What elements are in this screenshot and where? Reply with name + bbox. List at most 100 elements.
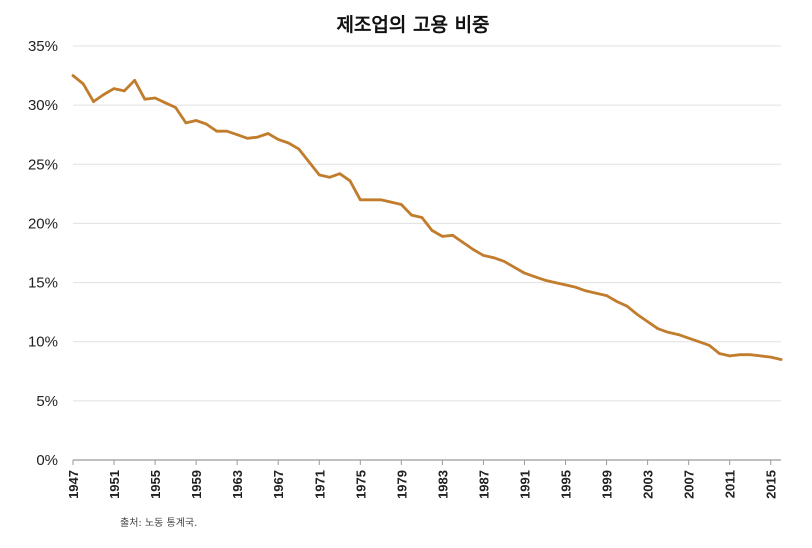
x-tick-label: 1959 xyxy=(189,470,204,499)
data-point-1996 xyxy=(574,286,578,289)
data-point-1952 xyxy=(123,89,126,93)
data-point-1968 xyxy=(287,141,290,145)
x-tick-label: 1983 xyxy=(435,470,450,499)
data-point-1986 xyxy=(471,248,475,251)
data-point-1965 xyxy=(256,135,260,139)
data-point-2003 xyxy=(646,320,649,323)
data-point-1947 xyxy=(71,74,75,77)
series-line-manufacturing-share xyxy=(71,74,783,361)
y-tick-label: 10% xyxy=(28,334,58,351)
data-point-1988 xyxy=(492,256,496,260)
x-tick-label: 1987 xyxy=(476,470,491,499)
x-tick-label: 1999 xyxy=(600,470,615,499)
data-point-1961 xyxy=(215,129,218,133)
data-point-1955 xyxy=(153,96,157,100)
gridlines xyxy=(73,45,781,402)
data-point-2009 xyxy=(707,344,711,347)
data-point-1973 xyxy=(338,172,342,175)
data-point-1966 xyxy=(266,132,270,135)
data-point-2007 xyxy=(687,336,690,340)
data-point-2013 xyxy=(748,353,752,357)
x-tick-label: 1963 xyxy=(230,470,245,499)
data-point-1994 xyxy=(554,281,557,284)
data-point-2001 xyxy=(625,304,629,308)
data-point-1974 xyxy=(348,179,352,183)
data-point-1993 xyxy=(543,278,547,282)
data-point-1984 xyxy=(451,234,455,237)
data-point-1978 xyxy=(389,200,393,204)
x-tick-label: 1979 xyxy=(394,470,409,499)
data-point-2000 xyxy=(615,300,619,303)
data-point-1982 xyxy=(430,229,434,232)
y-tick-label: 15% xyxy=(28,275,58,292)
x-tick-label: 1995 xyxy=(559,470,574,499)
data-point-1963 xyxy=(235,133,239,136)
data-point-1981 xyxy=(420,216,424,219)
x-tick-label: 1971 xyxy=(312,470,327,499)
data-point-1995 xyxy=(564,283,567,287)
data-point-1975 xyxy=(359,198,362,202)
x-axis-tick-labels: 1947 1951 1955 1959 1963 1967 1971 1975 1979 1983… xyxy=(66,470,779,499)
data-point-1979 xyxy=(400,203,403,206)
data-point-1951 xyxy=(112,87,116,90)
y-tick-label: 20% xyxy=(28,215,58,232)
data-point-2016 xyxy=(779,358,783,361)
data-point-1990 xyxy=(512,265,516,269)
data-point-1957 xyxy=(174,106,177,109)
data-point-2012 xyxy=(738,353,742,357)
x-tick-label: 1947 xyxy=(66,470,81,499)
data-point-1954 xyxy=(143,97,147,101)
data-point-2002 xyxy=(636,313,639,316)
data-point-1985 xyxy=(461,241,465,244)
source-note: 출처: 노동 통계국. xyxy=(120,517,197,529)
x-tick-label: 2015 xyxy=(764,470,779,499)
data-point-1960 xyxy=(205,122,208,126)
x-tick-label: 1991 xyxy=(517,470,532,499)
data-point-1992 xyxy=(533,275,536,279)
y-tick-label: 25% xyxy=(28,156,58,173)
data-point-1977 xyxy=(379,198,383,202)
y-axis-tick-labels: 0% 5% 10% 15% 20% 25% 30% 35% xyxy=(28,38,58,469)
data-point-1972 xyxy=(328,176,331,179)
x-tick-label: 2011 xyxy=(723,470,738,498)
data-point-1959 xyxy=(194,119,198,122)
data-point-1964 xyxy=(246,137,249,140)
data-point-1998 xyxy=(595,291,598,295)
data-point-2015 xyxy=(769,355,772,359)
x-tick-label: 1975 xyxy=(353,470,368,499)
data-point-1991 xyxy=(523,271,526,275)
data-point-1948 xyxy=(82,82,85,86)
x-tick-label: 1967 xyxy=(271,470,286,499)
data-point-1956 xyxy=(164,101,167,105)
data-point-1967 xyxy=(276,138,280,141)
data-point-1958 xyxy=(184,121,188,125)
data-point-1999 xyxy=(605,294,608,297)
y-tick-label: 0% xyxy=(36,452,58,469)
y-tick-label: 30% xyxy=(28,97,58,114)
data-point-2014 xyxy=(759,354,762,358)
data-point-1997 xyxy=(584,289,588,293)
data-point-2011 xyxy=(728,354,731,358)
y-tick-label: 35% xyxy=(28,38,58,55)
data-point-2010 xyxy=(718,352,721,355)
data-point-1983 xyxy=(441,235,444,238)
data-point-1949 xyxy=(92,100,95,103)
x-tick-label: 1951 xyxy=(107,470,122,499)
y-tick-label: 5% xyxy=(36,393,58,410)
x-tick-label: 1955 xyxy=(148,470,163,499)
data-points xyxy=(71,74,783,361)
data-point-1962 xyxy=(225,129,229,133)
data-point-1987 xyxy=(482,254,485,257)
data-point-2004 xyxy=(656,327,660,331)
data-point-2005 xyxy=(666,331,670,334)
data-point-2006 xyxy=(677,333,680,336)
axes xyxy=(72,459,781,465)
data-point-1971 xyxy=(318,173,321,177)
data-point-1969 xyxy=(297,147,301,151)
data-point-1953 xyxy=(133,79,136,82)
data-point-1980 xyxy=(410,213,413,217)
x-tick-label: 2003 xyxy=(641,470,656,499)
data-point-1970 xyxy=(307,160,311,164)
chart-title: 제조업의 고용 비중 xyxy=(336,14,489,36)
